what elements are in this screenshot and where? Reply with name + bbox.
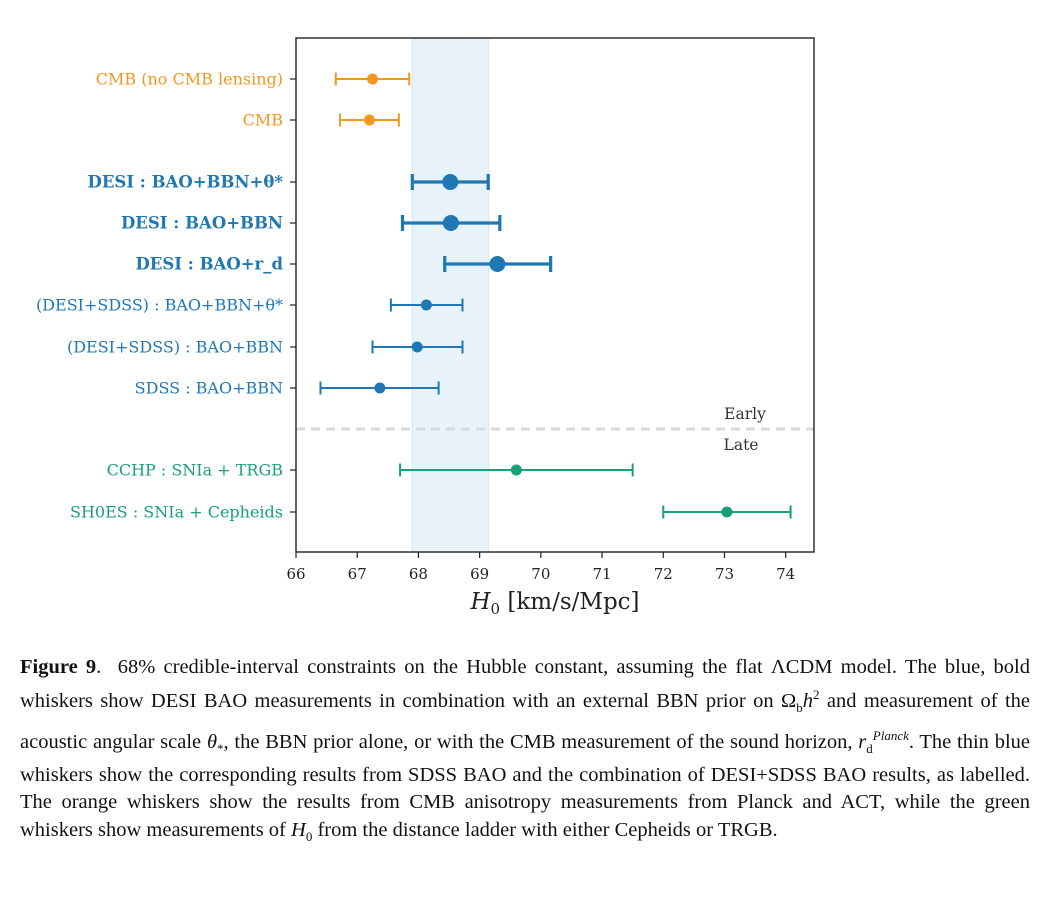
x-tick-label: 73 (715, 565, 734, 583)
y-tick-label: SDSS : BAO+BBN (135, 379, 283, 398)
x-tick-label: 72 (654, 565, 673, 583)
data-point (489, 256, 506, 272)
y-tick-label: SH0ES : SNIa + Cepheids (70, 503, 283, 522)
data-point (367, 73, 379, 85)
x-axis-label: H0 [km/s/Mpc] (469, 589, 639, 618)
series-row: CMB (243, 111, 400, 130)
series-row: CMB (no CMB lensing) (96, 70, 411, 89)
x-tick-label: 66 (286, 565, 305, 583)
x-tick-label: 70 (531, 565, 550, 583)
data-point (442, 174, 459, 190)
x-tick-label: 71 (593, 565, 612, 583)
y-tick-label: DESI : BAO+BBN (121, 214, 283, 233)
y-tick-label: DESI : BAO+BBN+θ* (88, 173, 284, 192)
series-row: (DESI+SDSS) : BAO+BBN (67, 338, 464, 357)
data-point (363, 114, 375, 126)
data-point (420, 299, 432, 311)
early-late-divider: Early Late (296, 405, 814, 454)
series-row: DESI : BAO+r_d (135, 255, 553, 274)
y-tick-label: (DESI+SDSS) : BAO+BBN (67, 338, 283, 357)
divider-label-late: Late (724, 436, 759, 454)
y-tick-label: CCHP : SNIa + TRGB (107, 461, 283, 480)
y-tick-label: CMB (no CMB lensing) (96, 70, 283, 89)
data-point (411, 341, 423, 353)
x-axis: 66 67 68 69 70 71 72 73 74 (286, 552, 795, 583)
series-row: SH0ES : SNIa + Cepheids (70, 503, 792, 522)
data-point (442, 215, 459, 231)
x-tick-label: 68 (409, 565, 428, 583)
x-tick-label: 67 (348, 565, 367, 583)
caption-label: Figure 9 (20, 656, 97, 678)
h0-errorbar-chart: Early Late CMB (no CMB lensing) CMB DESI : … (36, 37, 815, 618)
series-row: DESI : BAO+BBN (121, 214, 502, 233)
caption-text: 68% credible-interval constraints on the… (20, 656, 1031, 844)
x-tick-label: 69 (470, 565, 489, 583)
data-point (721, 506, 733, 518)
series-row: (DESI+SDSS) : BAO+BBN+θ* (36, 296, 464, 315)
y-tick-label: CMB (243, 111, 283, 130)
series-row: CCHP : SNIa + TRGB (107, 461, 634, 480)
divider-label-early: Early (724, 405, 766, 423)
desi-shaded-band (412, 38, 489, 552)
y-tick-label: (DESI+SDSS) : BAO+BBN+θ* (36, 296, 283, 315)
y-tick-label: DESI : BAO+r_d (135, 255, 283, 274)
plot-frame (295, 37, 815, 553)
x-tick-label: 74 (776, 565, 795, 583)
series-row: DESI : BAO+BBN+θ* (88, 173, 490, 192)
data-point (510, 464, 522, 476)
data-point (374, 382, 386, 394)
series-row: SDSS : BAO+BBN (135, 379, 440, 398)
shaded-band-layer (411, 38, 490, 552)
figure-caption: Figure 9. 68% credible-interval constrai… (20, 656, 1031, 844)
series-layer: CMB (no CMB lensing) CMB DESI : BAO+BBN+θ*… (36, 70, 792, 522)
